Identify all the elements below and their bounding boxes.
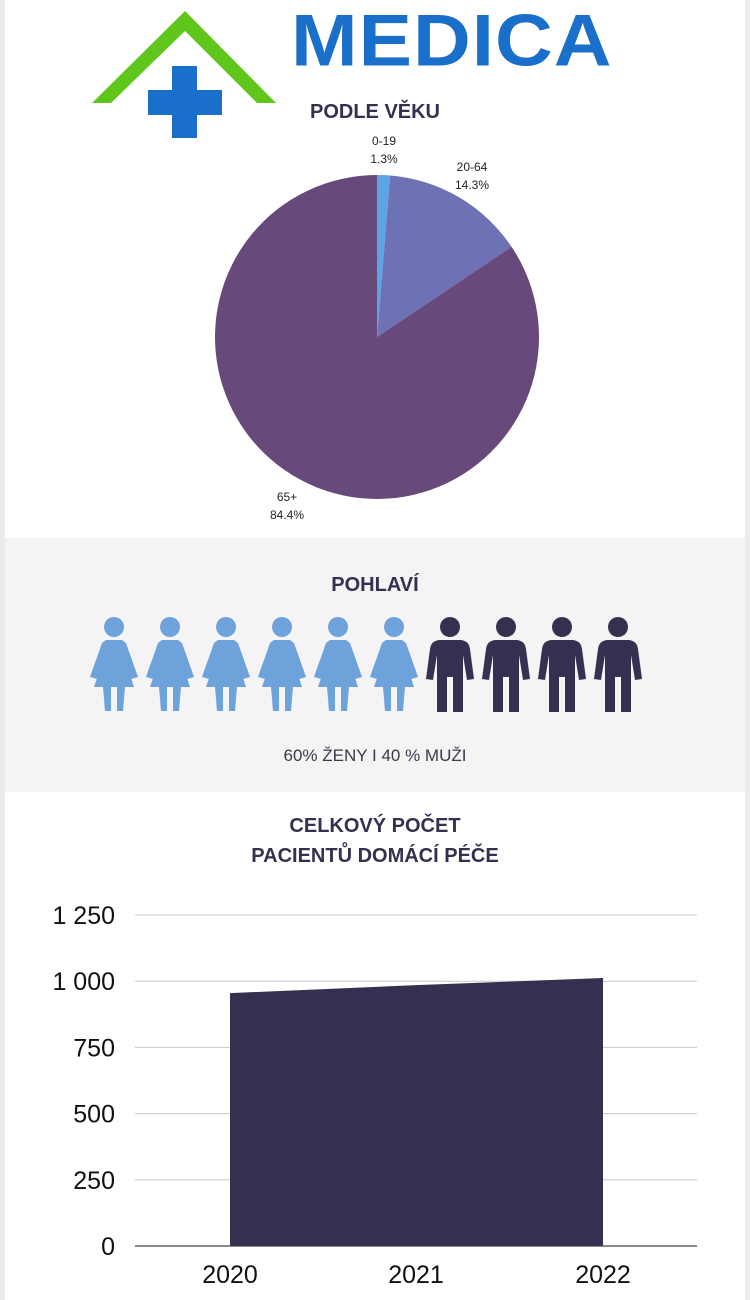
pie-percent-20-64: 14.3% bbox=[455, 178, 489, 192]
total-section-title-line1: CELKOVÝ POČET bbox=[289, 815, 461, 837]
logo-cross-horizontal bbox=[148, 90, 222, 115]
pie-percent-65+: 84.4% bbox=[270, 508, 304, 522]
man-icon bbox=[426, 617, 474, 712]
y-tick-label: 750 bbox=[73, 1034, 115, 1062]
woman-icon bbox=[202, 617, 250, 711]
man-icon bbox=[482, 617, 530, 712]
y-tick-label: 0 bbox=[101, 1233, 115, 1261]
pie-percent-0-19: 1.3% bbox=[370, 152, 398, 166]
page: MEDICA PODLE VĚKU 0-19 1.3% 20-64 14.3% 65+ 8… bbox=[5, 0, 745, 1300]
man-icon bbox=[594, 617, 642, 712]
gender-section-title: POHLAVÍ bbox=[331, 574, 419, 596]
x-tick-label-2020: 2020 bbox=[202, 1261, 258, 1289]
y-tick-label: 1 250 bbox=[52, 902, 115, 930]
house-cross-icon bbox=[92, 11, 276, 138]
pie-slice-20-64 bbox=[377, 175, 512, 337]
woman-icon bbox=[314, 617, 362, 711]
pie-slice-65+ bbox=[214, 175, 539, 499]
brand-name: MEDICA bbox=[291, 0, 613, 82]
age-section-title: PODLE VĚKU bbox=[309, 101, 441, 123]
y-tick-label: 250 bbox=[73, 1167, 115, 1195]
x-tick-label-2022: 2022 bbox=[575, 1261, 631, 1289]
woman-icon bbox=[90, 617, 138, 711]
man-icon bbox=[538, 617, 586, 712]
y-tick-label: 500 bbox=[73, 1101, 115, 1129]
total-section-title-line2: PACIENTŮ DOMÁCÍ PÉČE bbox=[251, 845, 499, 867]
pie-label-65+: 65+ bbox=[277, 490, 297, 504]
age-pie-chart: 0-19 1.3% 20-64 14.3% 65+ 84.4% bbox=[214, 134, 539, 522]
pie-slice-0-19 bbox=[377, 175, 391, 337]
area-series bbox=[230, 978, 603, 1246]
x-tick-label-2021: 2021 bbox=[388, 1261, 444, 1289]
gender-people-row bbox=[90, 617, 642, 712]
woman-icon bbox=[370, 617, 418, 711]
gender-caption: 60% ŽENY I 40 % MUŽI bbox=[283, 746, 467, 765]
patients-area-chart: 0 250 500 750 1 000 1 250 2020 2021 2022 bbox=[52, 902, 697, 1289]
pie-label-20-64: 20-64 bbox=[457, 160, 488, 174]
y-tick-label: 1 000 bbox=[52, 968, 115, 996]
woman-icon bbox=[146, 617, 194, 711]
logo-roof bbox=[92, 11, 276, 103]
woman-icon bbox=[258, 617, 306, 711]
pie-label-0-19: 0-19 bbox=[372, 134, 396, 148]
